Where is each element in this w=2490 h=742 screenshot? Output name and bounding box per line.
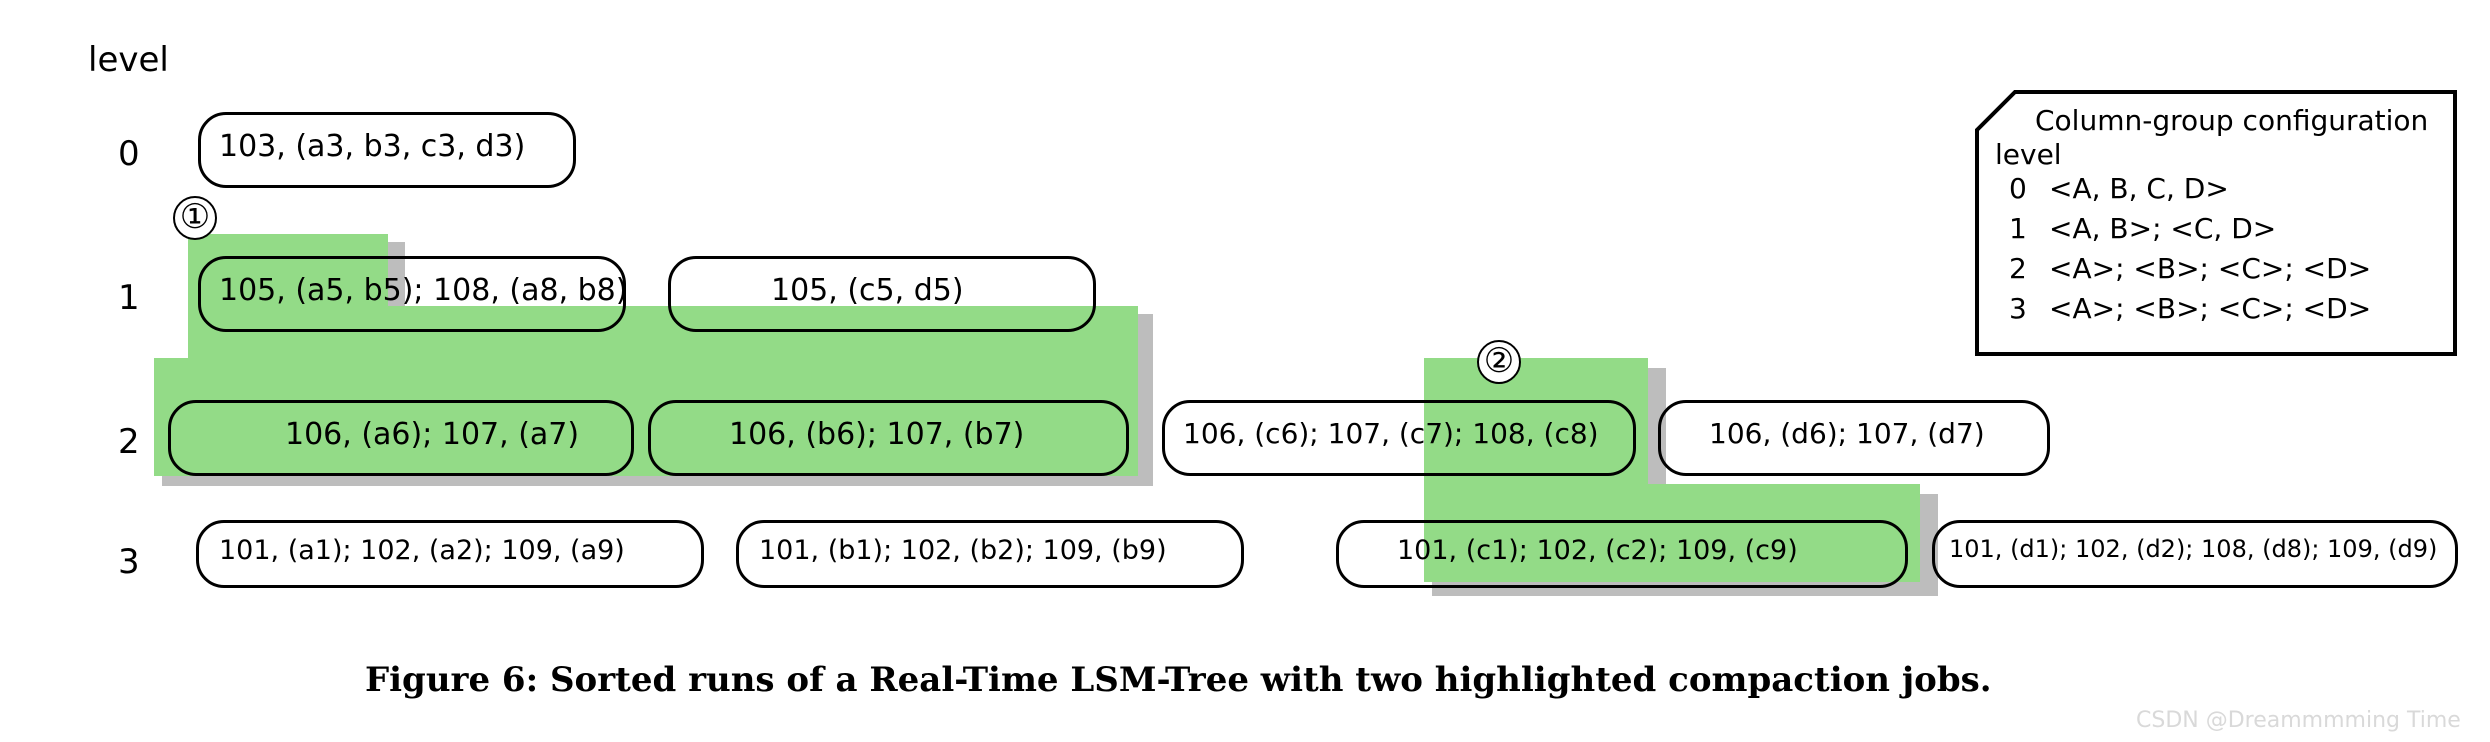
run-text: 106, (b6); 107, (b7) [729,417,1024,452]
legend-row-config: <A>; <B>; <C>; <D> [2049,292,2371,325]
level-label: 3 [118,542,140,582]
legend-row-level: 1 [2009,212,2027,245]
run-2-1: 106, (b6); 107, (b7) [648,400,1129,476]
figure-caption: Figure 6: Sorted runs of a Real-Time LSM… [365,660,1992,700]
legend-level-label: level [1995,138,2062,171]
legend-row-config: <A, B>; <C, D> [2049,212,2276,245]
legend-row-level: 0 [2009,172,2027,205]
run-text: 101, (a1); 102, (a2); 109, (a9) [219,535,625,566]
run-text: 101, (b1); 102, (b2); 109, (b9) [759,535,1167,566]
watermark: CSDN @Dreammmming Time [2136,708,2461,733]
circle-2: ② [1477,340,1521,384]
run-text: 105, (c5, d5) [771,273,964,308]
legend-row-config: <A, B, C, D> [2049,172,2229,205]
run-text: 105, (a5, b5); 108, (a8, b8) [219,273,627,308]
run-text: 106, (c6); 107, (c7); 108, (c8) [1183,417,1599,450]
level-label: 0 [118,134,140,174]
run-2-0: 106, (a6); 107, (a7) [168,400,634,476]
run-text: 101, (d1); 102, (d2); 108, (d8); 109, (d… [1949,535,2437,563]
heading-level: level [88,40,169,80]
run-1-0: 105, (a5, b5); 108, (a8, b8) [198,256,626,332]
run-2-3: 106, (d6); 107, (d7) [1658,400,2050,476]
legend-row-level: 3 [2009,292,2027,325]
level-label: 1 [118,278,140,318]
legend-box: Column-group configurationlevel0 <A, B, C… [1975,90,2457,356]
run-3-1: 101, (b1); 102, (b2); 109, (b9) [736,520,1244,588]
run-text: 106, (d6); 107, (d7) [1709,417,1985,450]
run-text: 103, (a3, b3, c3, d3) [219,129,525,164]
circle-1: ① [173,196,217,240]
run-text: 106, (a6); 107, (a7) [285,417,579,452]
run-0-0: 103, (a3, b3, c3, d3) [198,112,576,188]
run-3-2: 101, (c1); 102, (c2); 109, (c9) [1336,520,1908,588]
run-text: 101, (c1); 102, (c2); 109, (c9) [1397,535,1798,566]
run-3-0: 101, (a1); 102, (a2); 109, (a9) [196,520,704,588]
level-label: 2 [118,422,140,462]
legend-title: Column-group configuration [2035,104,2428,137]
run-3-3: 101, (d1); 102, (d2); 108, (d8); 109, (d… [1932,520,2458,588]
legend-row-level: 2 [2009,252,2027,285]
run-1-1: 105, (c5, d5) [668,256,1096,332]
run-2-2: 106, (c6); 107, (c7); 108, (c8) [1162,400,1636,476]
legend-row-config: <A>; <B>; <C>; <D> [2049,252,2371,285]
